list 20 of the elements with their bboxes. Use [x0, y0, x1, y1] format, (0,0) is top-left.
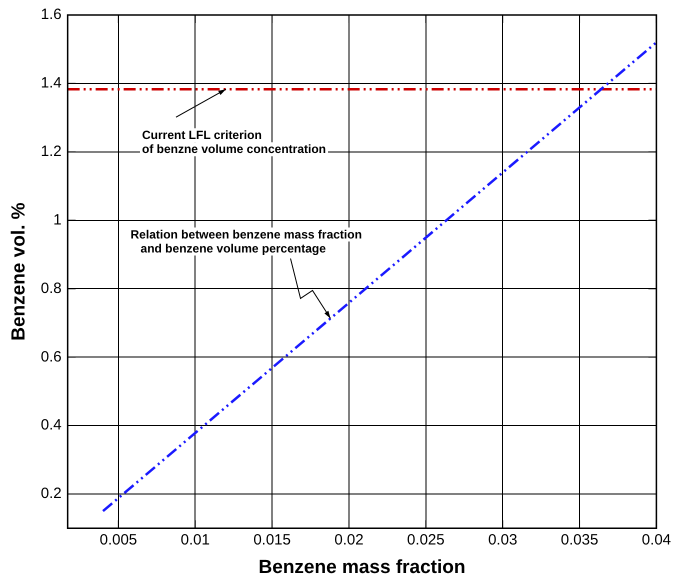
x-tick-label: 0.035: [560, 531, 598, 548]
x-tick-label: 0.015: [253, 531, 291, 548]
y-tick-label: 1.2: [40, 142, 62, 160]
x-tick-label: 0.005: [100, 531, 138, 548]
y-tick-label: 0.6: [40, 348, 62, 366]
y-tick-label: 1.4: [40, 74, 62, 92]
x-tick-label: 0.03: [488, 531, 518, 548]
x-tick-label: 0.025: [407, 531, 445, 548]
x-tick-label: 0.01: [180, 531, 210, 548]
x-axis-title: Benzene mass fraction: [258, 556, 466, 578]
y-tick-label: 1.6: [40, 6, 62, 24]
annotation: Current LFL criterion of benzne volume concentration: [142, 128, 326, 156]
x-tick-label: 0.02: [334, 531, 364, 548]
annotation: Relation between benzene mass fraction and benzene volume percentage: [130, 227, 362, 256]
y-tick-label: 0.2: [40, 485, 62, 502]
x-tick-label: 0.04: [642, 531, 672, 548]
y-tick-label: 0.8: [40, 280, 62, 297]
y-tick-label: 1: [53, 211, 62, 228]
y-axis-title: Benzene vol. %: [8, 202, 30, 341]
y-tick-label: 0.4: [40, 416, 62, 434]
